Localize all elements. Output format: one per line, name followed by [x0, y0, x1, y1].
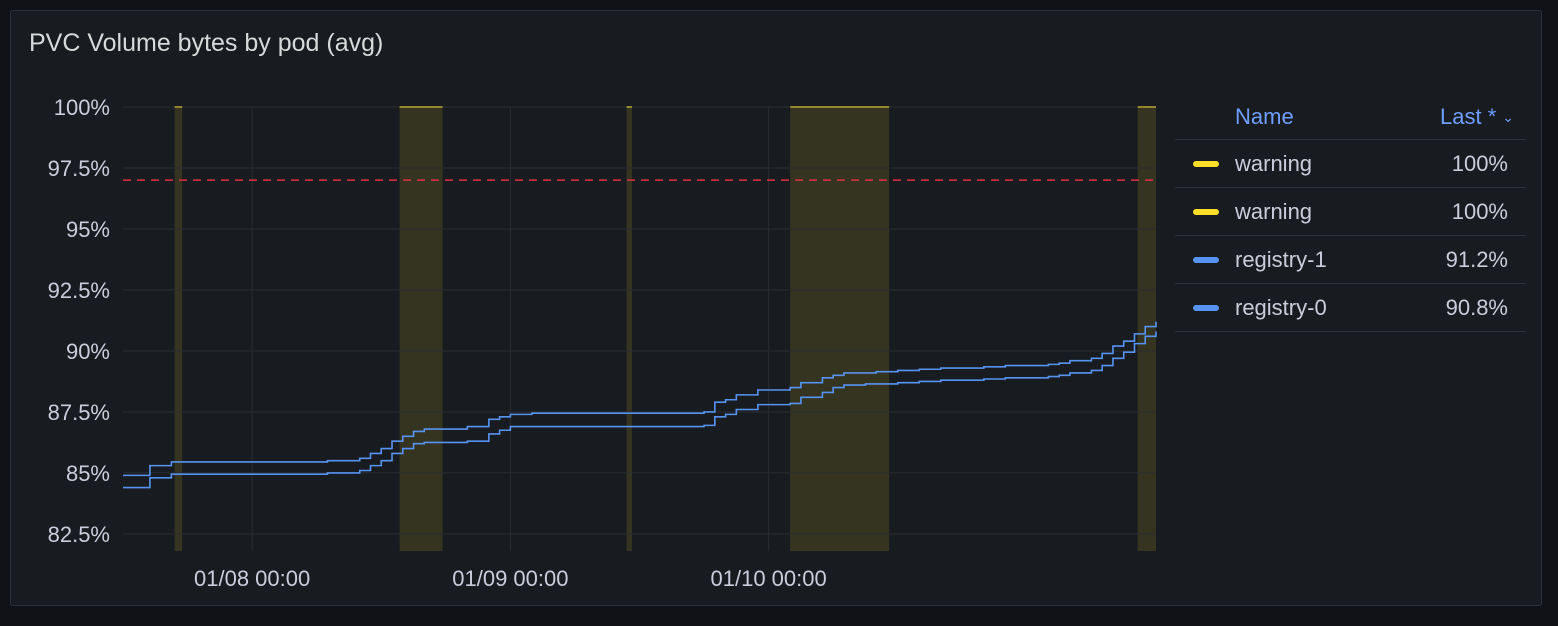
x-tick-label: 01/08 00:00	[194, 566, 310, 591]
legend-row-registry-0[interactable]: registry-0 90.8%	[1175, 284, 1526, 332]
y-tick-label: 82.5%	[48, 522, 110, 547]
x-tick-label: 01/09 00:00	[452, 566, 568, 591]
legend-series-name: registry-1	[1235, 246, 1327, 272]
legend-series-name: registry-0	[1235, 294, 1327, 320]
warning-region	[174, 107, 183, 551]
series-color-swatch	[1193, 256, 1219, 263]
y-tick-label: 100%	[54, 95, 110, 120]
series-color-swatch	[1193, 208, 1219, 215]
y-tick-label: 97.5%	[48, 156, 110, 181]
legend-series-name: warning	[1235, 150, 1313, 176]
series-color-swatch	[1193, 160, 1219, 167]
y-tick-label: 90%	[66, 339, 110, 364]
legend-row-warning-a[interactable]: warning 100%	[1175, 140, 1526, 188]
chart-panel: PVC Volume bytes by pod (avg) 100% 97.5% 9…	[10, 10, 1542, 606]
series-color-swatch	[1193, 304, 1219, 311]
legend-row-warning-b[interactable]: warning 100%	[1175, 188, 1526, 236]
legend-series-last-value: 90.8%	[1445, 294, 1508, 320]
legend-last-label: Last *	[1440, 104, 1497, 129]
warning-region	[1137, 107, 1156, 551]
warning-region	[790, 107, 890, 551]
legend-series-last-value: 91.2%	[1445, 246, 1508, 272]
time-series-plot[interactable]: 100% 97.5% 95% 92.5% 90% 87.5% 85% 82.5% 01/08 0…	[11, 11, 1543, 607]
y-tick-label: 95%	[66, 217, 110, 242]
warning-region	[399, 107, 443, 551]
legend-table: Name Last * ⌄ warning 100% warning 100% …	[1175, 95, 1526, 332]
warning-region	[626, 107, 632, 551]
x-tick-label: 01/10 00:00	[711, 566, 827, 591]
legend-header: Name Last * ⌄	[1175, 95, 1526, 140]
legend-series-name: warning	[1235, 198, 1313, 224]
legend-last-header[interactable]: Last * ⌄	[1440, 104, 1514, 130]
panel-title[interactable]: PVC Volume bytes by pod (avg)	[29, 29, 384, 57]
chevron-down-icon: ⌄	[1502, 108, 1514, 125]
y-tick-label: 92.5%	[48, 278, 110, 303]
y-tick-label: 87.5%	[48, 400, 110, 425]
legend-series-last-value: 100%	[1451, 150, 1508, 176]
y-tick-label: 85%	[66, 461, 110, 486]
legend-name-header[interactable]: Name	[1235, 104, 1294, 129]
series-line-registry-1	[123, 321, 1157, 477]
legend-row-registry-1[interactable]: registry-1 91.2%	[1175, 236, 1526, 284]
series-line-registry-0	[123, 331, 1157, 489]
legend-series-last-value: 100%	[1451, 198, 1508, 224]
